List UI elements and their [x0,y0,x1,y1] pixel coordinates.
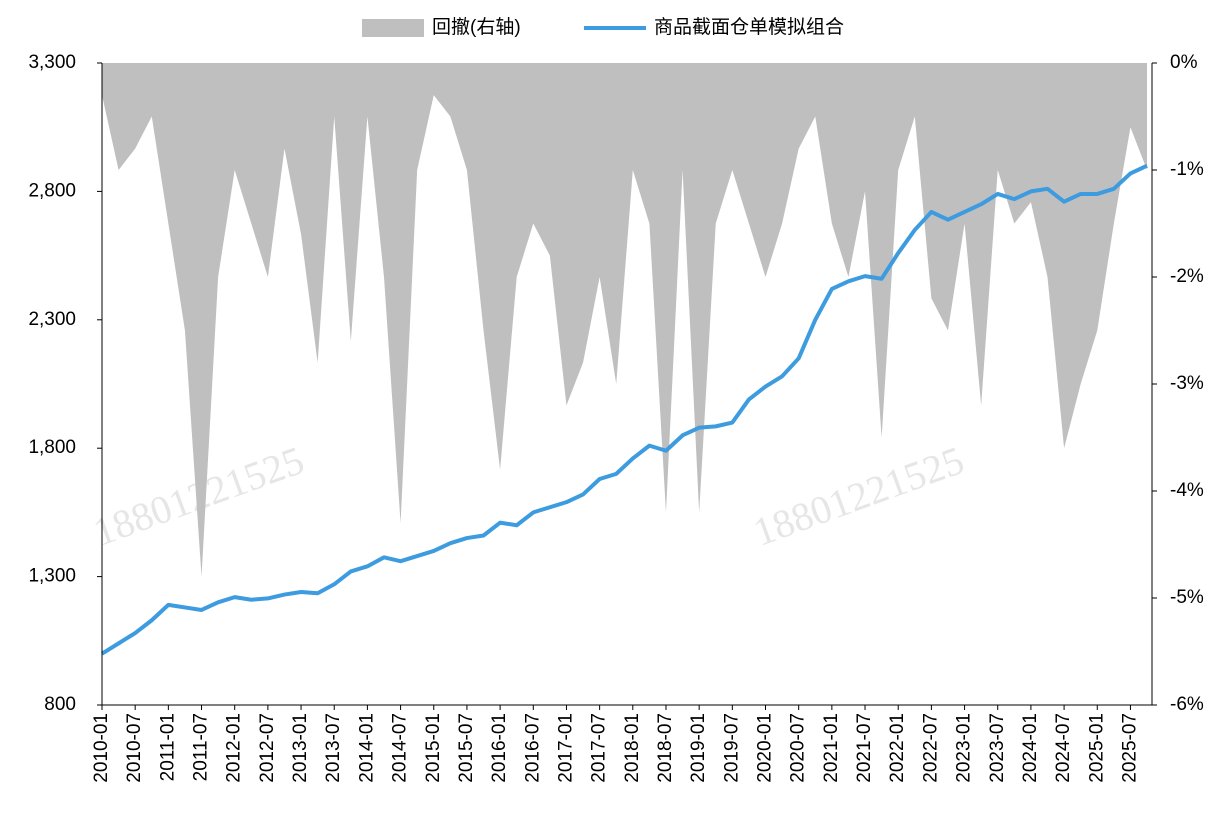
legend-swatch [362,19,424,37]
x-tick-label: 2020-01 [755,713,776,783]
y-tick-label: 2,800 [28,180,76,201]
x-tick-label: 2016-07 [522,713,543,783]
x-tick-label: 2024-01 [1020,713,1041,783]
y-tick-label: 2,300 [28,309,76,330]
x-tick-label: 2022-01 [887,713,908,783]
y2-tick-label: -4% [1170,480,1204,501]
x-tick-label: 2024-07 [1053,713,1074,783]
y2-tick-label: -5% [1170,587,1204,608]
x-tick-label: 2011-07 [191,713,212,781]
x-tick-label: 2020-07 [788,713,809,783]
x-tick-label: 2019-01 [688,713,709,783]
x-tick-label: 2013-07 [323,713,344,783]
legend-label: 回撤(右轴) [432,16,521,38]
y2-tick-label: -6% [1170,694,1204,715]
x-tick-label: 2011-01 [157,713,178,781]
watermark: 18801221525 [747,437,969,555]
x-tick-label: 2016-01 [489,713,510,783]
y2-tick-label: -2% [1170,266,1204,287]
x-tick-label: 2012-01 [224,713,245,783]
x-tick-label: 2018-01 [622,713,643,783]
x-tick-label: 2021-01 [821,713,842,783]
x-tick-label: 2019-07 [721,713,742,783]
y-tick-label: 1,300 [28,566,76,587]
x-tick-label: 2013-01 [290,713,311,783]
y-tick-label: 800 [44,694,76,715]
x-tick-label: 2023-01 [954,713,975,783]
y-tick-label: 3,300 [28,52,76,73]
x-tick-label: 2025-07 [1119,713,1140,783]
x-tick-label: 2022-07 [920,713,941,783]
x-tick-label: 2017-07 [589,713,610,783]
x-tick-label: 2015-01 [423,713,444,783]
y2-tick-label: 0% [1170,52,1198,73]
x-tick-label: 2021-07 [854,713,875,783]
drawdown-area [102,63,1148,577]
legend-label: 商品截面仓单模拟组合 [654,16,844,38]
x-tick-label: 2012-07 [257,713,278,783]
x-tick-label: 2023-07 [987,713,1008,783]
x-tick-label: 2010-01 [91,713,112,783]
x-tick-label: 2018-07 [655,713,676,783]
y-tick-label: 1,800 [28,437,76,458]
x-tick-label: 2014-01 [356,713,377,783]
x-tick-label: 2014-07 [390,713,411,783]
y2-tick-label: -3% [1170,373,1204,394]
x-tick-label: 2017-01 [555,713,576,783]
portfolio-line [100,163,1148,656]
x-tick-label: 2010-07 [124,713,145,783]
x-tick-label: 2015-07 [456,713,477,783]
y2-tick-label: -1% [1170,159,1204,180]
x-tick-label: 2025-01 [1086,713,1107,783]
